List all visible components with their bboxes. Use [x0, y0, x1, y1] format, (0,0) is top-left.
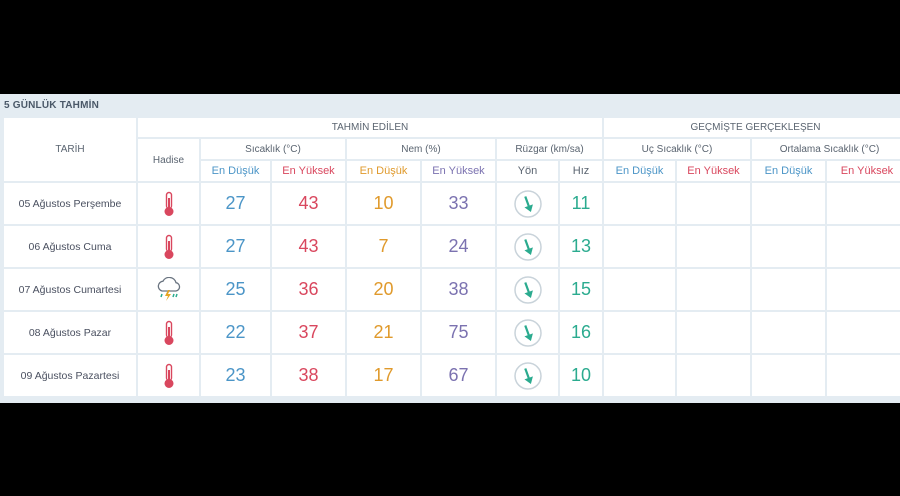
row-wind-direction [497, 226, 558, 267]
header-temp-high: En Yüksek [272, 161, 345, 181]
row-humidity-low: 21 [347, 312, 420, 353]
thermometer-icon [162, 320, 176, 346]
row-extreme-high [677, 183, 750, 224]
row-temp-high: 36 [272, 269, 345, 310]
header-average-low: En Düşük [752, 161, 825, 181]
row-temp-low: 25 [201, 269, 270, 310]
row-humidity-high: 67 [422, 355, 495, 396]
row-weather-event [138, 312, 199, 353]
row-humidity-low: 20 [347, 269, 420, 310]
row-date: 09 Ağustos Pazartesi [4, 355, 136, 396]
forecast-panel: 5 GÜNLÜK TAHMİN TARİH TAHMİN EDİLEN GEÇM… [0, 94, 900, 403]
row-wind-direction [497, 269, 558, 310]
row-wind-direction [497, 183, 558, 224]
header-humidity-high: En Yüksek [422, 161, 495, 181]
row-extreme-high [677, 226, 750, 267]
row-humidity-low: 17 [347, 355, 420, 396]
row-wind-speed: 15 [560, 269, 602, 310]
row-date: 07 Ağustos Cumartesi [4, 269, 136, 310]
row-average-low [752, 355, 825, 396]
row-date: 08 Ağustos Pazar [4, 312, 136, 353]
header-humidity-low: En Düşük [347, 161, 420, 181]
row-extreme-high [677, 269, 750, 310]
header-hadise: Hadise [138, 139, 199, 181]
row-date: 05 Ağustos Perşembe [4, 183, 136, 224]
row-average-high [827, 183, 900, 224]
header-tahmin-edilen: TAHMİN EDİLEN [138, 118, 602, 137]
wind-direction-icon [513, 232, 543, 262]
row-temp-high: 43 [272, 183, 345, 224]
header-sicaklik: Sıcaklık (°C) [201, 139, 345, 159]
header-uc-sicaklik: Uç Sıcaklık (°C) [604, 139, 750, 159]
header-gecmiste-gerceklesen: GEÇMİŞTE GERÇEKLEŞEN [604, 118, 900, 137]
row-extreme-high [677, 312, 750, 353]
row-temp-low: 27 [201, 226, 270, 267]
row-average-high [827, 269, 900, 310]
row-extreme-low [604, 355, 675, 396]
header-temp-low: En Düşük [201, 161, 270, 181]
wind-direction-icon [513, 189, 543, 219]
wind-direction-icon [513, 275, 543, 305]
row-humidity-high: 24 [422, 226, 495, 267]
thermometer-icon [162, 234, 176, 260]
row-weather-event [138, 269, 199, 310]
row-average-low [752, 269, 825, 310]
row-temp-low: 23 [201, 355, 270, 396]
header-extreme-low: En Düşük [604, 161, 675, 181]
row-average-low [752, 226, 825, 267]
row-wind-speed: 11 [560, 183, 602, 224]
header-tarih: TARİH [4, 118, 136, 181]
row-wind-direction [497, 355, 558, 396]
header-ortalama-sicaklik: Ortalama Sıcaklık (°C) [752, 139, 900, 159]
row-average-high [827, 226, 900, 267]
row-extreme-low [604, 312, 675, 353]
wind-direction-icon [513, 318, 543, 348]
row-extreme-low [604, 269, 675, 310]
row-temp-high: 37 [272, 312, 345, 353]
row-wind-speed: 16 [560, 312, 602, 353]
row-extreme-low [604, 226, 675, 267]
row-humidity-high: 38 [422, 269, 495, 310]
thermometer-icon [162, 191, 176, 217]
thunderstorm-icon [155, 276, 183, 303]
row-weather-event [138, 226, 199, 267]
header-wind-speed: Hız [560, 161, 602, 181]
header-extreme-high: En Yüksek [677, 161, 750, 181]
row-average-high [827, 312, 900, 353]
row-temp-low: 27 [201, 183, 270, 224]
row-average-high [827, 355, 900, 396]
row-humidity-high: 75 [422, 312, 495, 353]
header-ruzgar: Rüzgar (km/sa) [497, 139, 602, 159]
row-extreme-low [604, 183, 675, 224]
wind-direction-icon [513, 361, 543, 391]
panel-title: 5 GÜNLÜK TAHMİN [4, 100, 100, 111]
row-weather-event [138, 183, 199, 224]
row-temp-low: 22 [201, 312, 270, 353]
row-wind-speed: 13 [560, 226, 602, 267]
row-date: 06 Ağustos Cuma [4, 226, 136, 267]
row-temp-high: 43 [272, 226, 345, 267]
row-humidity-low: 10 [347, 183, 420, 224]
row-wind-speed: 10 [560, 355, 602, 396]
row-weather-event [138, 355, 199, 396]
thermometer-icon [162, 363, 176, 389]
row-average-low [752, 183, 825, 224]
header-wind-direction: Yön [497, 161, 558, 181]
row-wind-direction [497, 312, 558, 353]
row-average-low [752, 312, 825, 353]
row-humidity-low: 7 [347, 226, 420, 267]
forecast-table: TARİH TAHMİN EDİLEN GEÇMİŞTE GERÇEKLEŞEN… [4, 118, 900, 399]
row-humidity-high: 33 [422, 183, 495, 224]
header-average-high: En Yüksek [827, 161, 900, 181]
row-extreme-high [677, 355, 750, 396]
header-nem: Nem (%) [347, 139, 495, 159]
row-temp-high: 38 [272, 355, 345, 396]
